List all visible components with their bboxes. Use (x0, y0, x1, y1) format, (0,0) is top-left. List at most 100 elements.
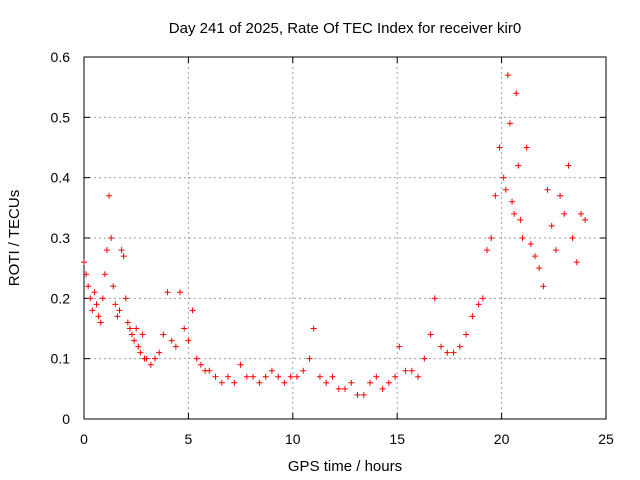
data-point (129, 331, 136, 338)
data-point (164, 289, 171, 296)
axis-ticks: 0 5 10 15 20 25 0 0.1 0.2 0.3 0.4 0.5 0.6 (51, 49, 614, 447)
data-point (373, 373, 380, 380)
data-point (243, 373, 250, 380)
data-point (118, 247, 125, 254)
data-point (463, 331, 470, 338)
data-point (160, 331, 167, 338)
data-point (582, 216, 589, 223)
y-axis-label: ROTI / TECUs (6, 190, 23, 286)
data-point (206, 367, 213, 374)
data-point (135, 343, 142, 350)
data-point (415, 373, 422, 380)
data-point (502, 186, 509, 193)
data-point (527, 241, 534, 248)
data-point (536, 265, 543, 272)
data-point (112, 301, 119, 308)
data-point (565, 162, 572, 169)
y-tick-label: 0 (62, 411, 70, 427)
data-point (557, 192, 564, 199)
data-point (147, 361, 154, 368)
data-point (168, 337, 175, 344)
data-point (475, 301, 482, 308)
data-point (189, 307, 196, 314)
data-point (569, 235, 576, 241)
data-point (392, 373, 399, 380)
x-tick-label: 5 (185, 431, 193, 447)
data-point (281, 379, 288, 386)
data-point (367, 379, 374, 386)
data-point (408, 367, 415, 374)
data-point (316, 373, 323, 380)
data-point (256, 379, 263, 386)
data-point (511, 210, 518, 217)
data-point (133, 325, 140, 332)
data-point (492, 192, 499, 199)
data-point (103, 247, 110, 254)
data-point (293, 373, 300, 380)
data-point (523, 144, 530, 151)
data-point (348, 379, 355, 386)
data-point (137, 349, 144, 356)
data-point (95, 313, 102, 320)
data-point (172, 343, 179, 350)
data-point (517, 216, 524, 223)
y-tick-label: 0.4 (51, 170, 71, 186)
data-point (561, 210, 568, 217)
data-point (540, 283, 547, 290)
data-point (354, 391, 361, 398)
data-point (548, 222, 555, 229)
y-tick-label: 0.1 (51, 351, 71, 367)
data-point (87, 295, 94, 302)
data-point (402, 367, 409, 374)
data-point (212, 373, 219, 380)
data-point (438, 343, 445, 350)
data-point (496, 144, 503, 151)
data-point (573, 259, 580, 266)
y-tick-label: 0.2 (51, 290, 71, 306)
data-point (513, 90, 520, 97)
data-point (197, 361, 204, 368)
data-point (385, 379, 392, 386)
data-point (231, 379, 238, 386)
data-point (329, 373, 336, 380)
data-point (99, 295, 106, 302)
x-tick-label: 15 (389, 431, 405, 447)
data-point (450, 349, 457, 356)
data-point (421, 355, 428, 362)
data-point (577, 210, 584, 217)
data-point (544, 186, 551, 193)
data-point (504, 72, 511, 79)
data-point (114, 313, 121, 320)
data-point (91, 289, 98, 296)
data-point (300, 367, 307, 374)
data-point (177, 289, 184, 296)
data-point (139, 331, 146, 338)
x-tick-label: 25 (598, 431, 614, 447)
data-point (143, 355, 150, 362)
data-point (122, 295, 129, 302)
data-point (250, 373, 257, 380)
data-point (126, 325, 133, 332)
data-point (193, 355, 200, 362)
data-point (120, 253, 127, 260)
data-point (310, 325, 317, 332)
data-point (218, 379, 225, 386)
data-point (97, 319, 104, 326)
data-point (185, 337, 192, 344)
data-point (110, 283, 117, 290)
data-point (431, 295, 438, 302)
data-point (116, 307, 123, 314)
data-point (479, 295, 486, 302)
data-point (89, 307, 96, 314)
data-point (488, 235, 495, 241)
data-point (509, 198, 516, 205)
data-point (275, 373, 282, 380)
data-point (93, 301, 100, 308)
data-point (427, 331, 434, 338)
data-point (396, 343, 403, 350)
data-point (306, 355, 313, 362)
data-point (379, 385, 386, 392)
x-tick-label: 20 (494, 431, 510, 447)
x-tick-label: 0 (80, 431, 88, 447)
